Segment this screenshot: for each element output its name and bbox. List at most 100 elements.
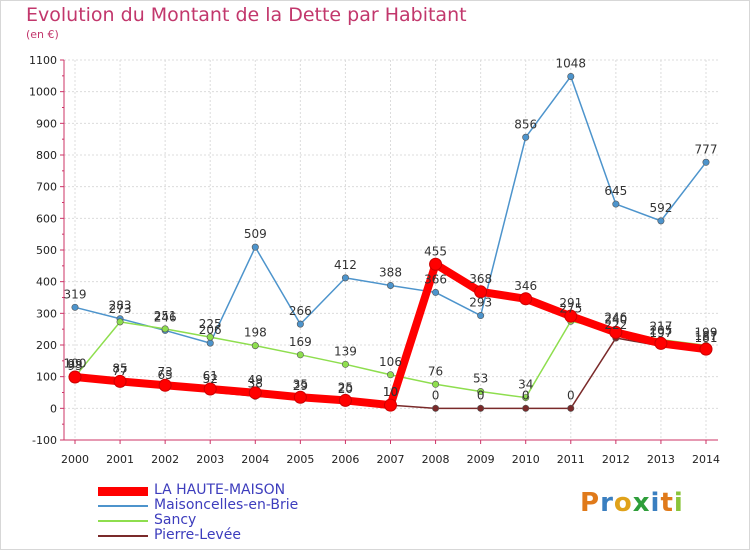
data-point-la-haute-maison: [474, 285, 488, 299]
data-label-pierre-lev-e: 181: [695, 331, 718, 345]
data-label-sancy: 139: [334, 344, 357, 358]
data-point-la-haute-maison: [609, 325, 623, 339]
x-tick-label: 2012: [602, 453, 630, 466]
data-point-la-haute-maison: [113, 374, 127, 388]
data-label-la-haute-maison: 291: [559, 296, 582, 310]
data-point-la-haute-maison: [68, 370, 82, 384]
data-point-la-haute-maison: [429, 257, 443, 271]
y-tick-labels: -100 0 100 200 300 400 500 600 700 800 900 1000 1100: [29, 54, 57, 447]
legend-item-la-haute-maison: LA HAUTE-MAISON: [98, 482, 398, 499]
x-tick-label: 2009: [467, 453, 495, 466]
logo-letter: P: [580, 488, 601, 518]
chart-subtitle: (en €): [26, 28, 59, 41]
data-label-sancy: 199: [695, 325, 718, 339]
legend-label: Pierre-Levée: [154, 527, 241, 543]
y-tick-label: 800: [36, 149, 57, 162]
data-point-sancy: [251, 342, 259, 350]
data-point-maisoncelles-en-brie: [432, 288, 440, 296]
y-tick-label: -100: [32, 434, 57, 447]
x-tick-label: 2014: [692, 453, 720, 466]
data-point-maisoncelles-en-brie: [522, 133, 530, 141]
data-label-sancy: 246: [604, 310, 627, 324]
data-point-maisoncelles-en-brie: [251, 243, 259, 251]
y-tick-label: 1100: [29, 54, 57, 67]
data-label-la-haute-maison: 10: [383, 385, 398, 399]
data-label-maisoncelles-en-brie: 509: [244, 227, 267, 241]
legend-item-pierre-levee: Pierre-Levée: [98, 527, 398, 544]
data-point-sancy: [341, 360, 349, 368]
data-point-sancy: [296, 351, 304, 359]
y-tick-label: 200: [36, 339, 57, 352]
x-tick-label: 2006: [331, 453, 359, 466]
data-label-la-haute-maison: 49: [248, 373, 263, 387]
data-label-pierre-lev-e: 29: [293, 379, 308, 393]
data-label-pierre-lev-e: 222: [604, 318, 627, 332]
data-label-sancy: 100: [64, 357, 87, 371]
data-label-pierre-lev-e: 0: [522, 388, 530, 402]
data-label-la-haute-maison: 346: [514, 279, 537, 293]
data-label-sancy: 106: [379, 355, 402, 369]
x-tick-label: 2002: [151, 453, 179, 466]
data-label-la-haute-maison: 73: [158, 365, 173, 379]
data-point-la-haute-maison: [564, 309, 578, 323]
legend-label: Maisoncelles-en-Brie: [154, 497, 299, 513]
data-label-maisoncelles-en-brie: 366: [424, 272, 447, 286]
data-label-la-haute-maison: 61: [203, 369, 218, 383]
legend-item-maisoncelles-en-brie: Maisoncelles-en-Brie: [98, 497, 398, 514]
data-point-la-haute-maison: [699, 342, 713, 356]
data-point-maisoncelles-en-brie: [386, 281, 394, 289]
chart-title: Evolution du Montant de la Dette par Hab…: [26, 4, 467, 26]
data-label-la-haute-maison: 455: [424, 244, 447, 258]
data-point-la-haute-maison: [203, 382, 217, 396]
data-point-maisoncelles-en-brie: [477, 312, 485, 320]
logo-letter: t: [660, 488, 674, 518]
data-point-sancy: [432, 380, 440, 388]
data-label-sancy: 275: [559, 301, 582, 315]
y-tick-label: 100: [36, 371, 57, 384]
data-point-la-haute-maison: [158, 378, 172, 392]
data-point-sancy: [522, 394, 530, 402]
data-label-maisoncelles-en-brie: 1048: [556, 56, 587, 70]
data-label-pierre-lev-e: 52: [203, 372, 218, 386]
data-point-maisoncelles-en-brie: [296, 320, 304, 328]
data-label-pierre-lev-e: 10: [383, 385, 398, 399]
data-label-maisoncelles-en-brie: 266: [289, 304, 312, 318]
legend-swatch: [98, 487, 148, 496]
data-label-maisoncelles-en-brie: 592: [649, 201, 672, 215]
data-labels: 319 283 246 206 509 266 412 388 366 293 856 1048 645…: [64, 56, 718, 402]
y-tick-label: 500: [36, 244, 57, 257]
x-tick-label: 2008: [422, 453, 450, 466]
y-tick-label: 300: [36, 307, 57, 320]
data-label-la-haute-maison: 205: [649, 323, 672, 337]
data-point-la-haute-maison: [293, 390, 307, 404]
x-tick-label: 2010: [512, 453, 540, 466]
data-point-sancy: [206, 333, 214, 341]
data-label-sancy: 169: [289, 335, 312, 349]
proxiti-logo: Proxiti: [580, 488, 684, 518]
logo-letter: r: [600, 488, 614, 518]
x-tick-label: 2013: [647, 453, 675, 466]
data-point-la-haute-maison: [338, 393, 352, 407]
data-point-maisoncelles-en-brie: [206, 339, 214, 347]
y-tick-label: 400: [36, 276, 57, 289]
legend-item-sancy: Sancy: [98, 512, 398, 529]
data-point-sancy: [116, 318, 124, 326]
data-point-maisoncelles-en-brie: [612, 200, 620, 208]
data-point-maisoncelles-en-brie: [71, 303, 79, 311]
y-tick-label: 0: [50, 402, 57, 415]
x-tick-label: 2003: [196, 453, 224, 466]
data-label-pierre-lev-e: 65: [158, 368, 173, 382]
x-tick-label: 2001: [106, 453, 134, 466]
logo-letter: x: [632, 488, 651, 518]
data-point-sancy: [477, 388, 485, 396]
x-tick-label: 2004: [241, 453, 269, 466]
data-label-sancy: 34: [518, 378, 533, 392]
y-tick-label: 700: [36, 181, 57, 194]
data-label-maisoncelles-en-brie: 412: [334, 258, 357, 272]
data-label-maisoncelles-en-brie: 246: [154, 310, 177, 324]
y-tick-label: 600: [36, 212, 57, 225]
data-label-pierre-lev-e: 0: [432, 388, 440, 402]
data-point-maisoncelles-en-brie: [567, 72, 575, 80]
legend: LA HAUTE-MAISON Maisoncelles-en-Brie San…: [98, 482, 398, 544]
legend-swatch: [98, 520, 148, 522]
